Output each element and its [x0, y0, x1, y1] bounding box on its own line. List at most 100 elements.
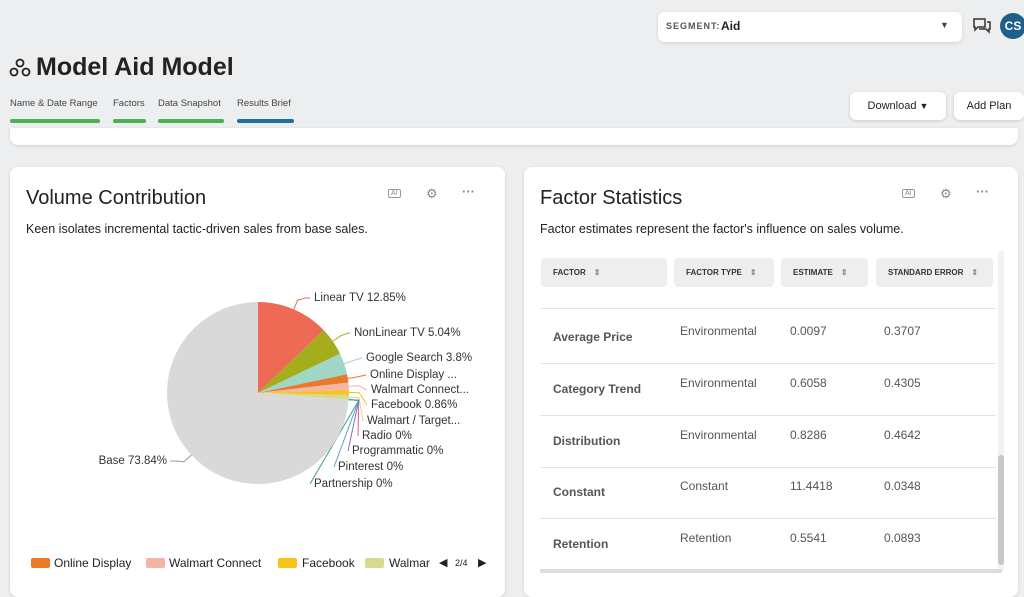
segment-value: Aid — [721, 19, 741, 33]
factor-name: Distribution — [553, 433, 621, 448]
leader-line — [332, 332, 350, 342]
table-cell: Constant — [680, 479, 729, 494]
more-icon[interactable]: ··· — [462, 184, 475, 199]
slice-label: Programmatic 0% — [352, 445, 443, 457]
avatar[interactable]: CS — [1000, 13, 1024, 39]
add-plan-button[interactable]: Add Plan — [954, 92, 1024, 120]
leader-line — [344, 357, 362, 365]
card-title: Volume Contribution — [26, 187, 207, 209]
pie-slice — [258, 302, 324, 393]
legend-label: Walmart Connect — [169, 556, 262, 570]
tab-underline — [237, 119, 294, 123]
column-header[interactable]: FACTOR TYPE ⇕ — [674, 258, 774, 287]
leader-line — [348, 385, 367, 391]
leader-line — [348, 396, 364, 422]
column-header[interactable]: ESTIMATE ⇕ — [781, 258, 868, 287]
chat-icon[interactable] — [972, 17, 992, 35]
row-divider — [540, 414, 996, 416]
slice-label: Linear TV 12.85% — [314, 292, 406, 304]
pie-slice — [258, 353, 348, 393]
table-cell: Retention — [680, 531, 732, 546]
legend-label: Walmar — [389, 556, 430, 570]
header-label: FACTOR — [553, 268, 586, 277]
legend-swatch — [365, 558, 384, 568]
table-cell: 0.0893 — [884, 531, 921, 546]
top-card-edge — [10, 128, 1018, 145]
leader-line — [348, 391, 368, 406]
card-title: Factor Statistics — [540, 187, 683, 209]
tab-underline — [10, 119, 100, 123]
table-cell: 0.0097 — [790, 324, 827, 338]
tab[interactable]: Results Brief — [237, 98, 291, 109]
pie-slice — [258, 374, 349, 393]
table-cell: 0.6058 — [790, 375, 827, 390]
table-bottom — [540, 569, 1002, 573]
slice-label: Pinterest 0% — [338, 461, 403, 473]
slice-label: Walmart / Target... — [367, 415, 460, 427]
table-cell: 11.4418 — [790, 479, 833, 494]
tab[interactable]: Data Snapshot — [158, 98, 221, 109]
header-label: ESTIMATE — [793, 268, 833, 277]
column-header[interactable]: FACTOR ⇕ — [541, 258, 667, 287]
slice-label: Walmart Connect... — [371, 384, 469, 396]
column-header[interactable]: STANDARD ERROR ⇕ — [876, 258, 993, 287]
factor-name: Average Price — [553, 330, 633, 344]
table-cell: 0.8286 — [790, 427, 827, 442]
header-label: STANDARD ERROR — [888, 268, 964, 277]
slice-label: Base 73.84% — [99, 455, 167, 467]
table-cell: 0.4642 — [884, 427, 921, 442]
table-cell: Environmental — [680, 427, 757, 442]
segment-label: SEGMENT: — [666, 21, 721, 31]
more-icon[interactable]: ··· — [976, 184, 989, 199]
tab-underline — [113, 119, 146, 123]
model-icon — [9, 58, 31, 77]
slice-label: Facebook 0.86% — [371, 399, 457, 411]
ai-icon[interactable]: AI — [388, 189, 401, 198]
pie-slice — [258, 330, 341, 393]
pie-chart: Linear TV 12.85% NonLinear TV 5.04% Google… — [99, 292, 473, 490]
pie-slice — [258, 382, 349, 393]
card-subtitle: Factor estimates represent the factor's … — [540, 222, 904, 236]
row-divider — [540, 466, 996, 468]
header-label: FACTOR TYPE — [686, 268, 742, 277]
slice-label: Google Search 3.8% — [366, 352, 472, 364]
legend-swatch — [146, 558, 165, 568]
leader-line — [170, 454, 192, 463]
dropdown-arrow: ▼ — [940, 20, 949, 30]
legend-swatch — [278, 558, 297, 568]
table-cell: Environmental — [680, 324, 757, 338]
legend-swatch — [31, 558, 50, 568]
button-label: Download — [867, 100, 917, 112]
settings-icon[interactable]: ⚙ — [426, 186, 438, 201]
factor-name: Retention — [553, 537, 609, 552]
pie-slice — [258, 390, 350, 396]
legend-prev[interactable]: ◀ — [439, 557, 448, 569]
sort-icon: ⇕ — [971, 268, 979, 277]
legend-next[interactable]: ▶ — [478, 557, 487, 569]
slice-label: Online Display ... — [370, 369, 457, 381]
tab[interactable]: Name & Date Range — [10, 98, 98, 109]
table-cell: 0.4305 — [884, 375, 921, 390]
slice-label: NonLinear TV 5.04% — [354, 327, 461, 339]
factor-name: Category Trend — [553, 381, 642, 396]
page-title: Model Aid Model — [36, 53, 234, 81]
settings-icon[interactable]: ⚙ — [940, 186, 952, 201]
slice-label: Radio 0% — [362, 430, 412, 442]
segment-select[interactable]: SEGMENT: Aid ▼ — [658, 12, 962, 42]
download-button[interactable]: Download ▼ — [850, 92, 946, 120]
sort-icon: ⇕ — [593, 268, 601, 277]
tab-underline — [158, 119, 224, 123]
scrollbar-thumb[interactable] — [998, 455, 1004, 565]
leader-line — [293, 297, 310, 310]
legend-page: 2/4 — [455, 558, 468, 568]
factor-name: Constant — [553, 485, 605, 500]
header-divider — [540, 308, 996, 309]
sort-icon: ⇕ — [840, 268, 848, 277]
leader-line — [347, 374, 366, 379]
legend-label: Online Display — [54, 556, 132, 570]
tab[interactable]: Factors — [113, 98, 145, 109]
table-cell: 0.5541 — [790, 531, 827, 546]
ai-icon[interactable]: AI — [902, 189, 915, 198]
card-subtitle: Keen isolates incremental tactic-driven … — [26, 222, 368, 236]
factor-card: Factor Statistics Factor estimates repre… — [524, 167, 1018, 597]
